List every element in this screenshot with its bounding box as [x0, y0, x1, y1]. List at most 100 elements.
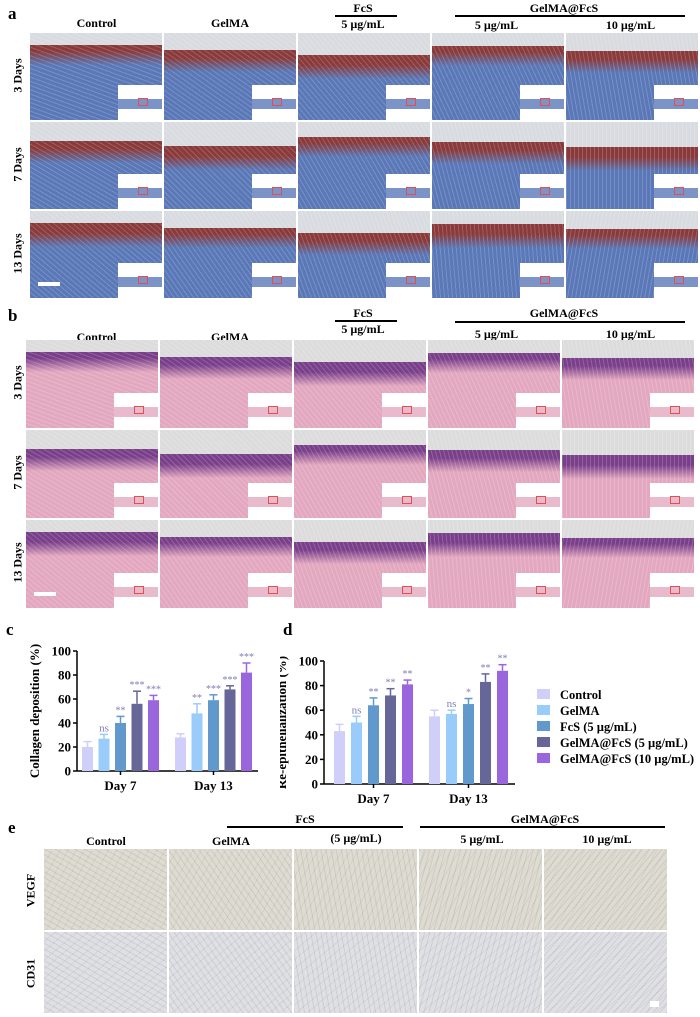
- col-header-gelma-fcs-10: 10 µg/mL: [582, 832, 632, 846]
- bar-gelma-fcs-10-g-ml-: [148, 700, 159, 771]
- overview-inset: [386, 263, 430, 298]
- legend-label: FcS (5 µg/mL): [560, 720, 637, 734]
- row-label-cd31: CD31: [23, 958, 38, 989]
- col-header-gelma-fcs-5: 5 µg/mL: [474, 18, 519, 32]
- histology-image: [160, 340, 292, 428]
- region-of-interest-box: [401, 496, 412, 505]
- region-of-interest-box: [539, 276, 550, 285]
- x-tick-label: Day 13: [449, 791, 488, 806]
- legend-swatch: [537, 753, 550, 763]
- legend-swatch: [537, 737, 550, 747]
- x-tick-label: Day 7: [104, 778, 137, 793]
- overview-inset: [386, 174, 430, 209]
- legend-label: GelMA@FcS (5 µg/mL): [560, 736, 688, 750]
- histology-image: [432, 122, 564, 209]
- row-label-13-days: 13 Days: [10, 233, 25, 274]
- significance-label: **: [481, 663, 491, 674]
- significance-label: **: [403, 669, 413, 680]
- histology-image: [432, 33, 564, 120]
- group-line-gelma-fcs: [455, 321, 685, 323]
- y-tick-label: 20: [58, 740, 71, 755]
- region-of-interest-box: [535, 586, 546, 595]
- region-of-interest-box: [405, 276, 416, 285]
- region-of-interest-box: [133, 586, 144, 595]
- panel-letter-b: b: [8, 306, 18, 325]
- bar-gelma-fcs-10-g-ml-: [402, 684, 413, 784]
- y-tick-label: 60: [305, 703, 318, 718]
- histology-image: [26, 430, 158, 518]
- scale-bar: [650, 1001, 659, 1007]
- significance-label: **: [369, 687, 379, 698]
- significance-label: ***: [223, 675, 238, 686]
- row-label-7-days: 7 Days: [10, 147, 25, 182]
- scale-bar: [34, 592, 56, 596]
- histology-image: [164, 211, 296, 298]
- overview-inset: [650, 483, 694, 518]
- region-of-interest-box: [405, 187, 416, 196]
- group-line-fcs: [300, 826, 403, 828]
- bar-gelma: [351, 722, 362, 784]
- ihc-image: [419, 849, 542, 930]
- overview-inset: [252, 174, 296, 209]
- group-line-gelma-fcs: [420, 826, 665, 828]
- region-of-interest-box: [271, 276, 282, 285]
- region-of-interest-box: [137, 98, 148, 107]
- overview-inset: [114, 393, 158, 428]
- region-of-interest-box: [669, 586, 680, 595]
- chart-d-re-epithelialization: Re-epithelialization (%) 0 20 40 60 80 100 Day …: [280, 654, 694, 807]
- chart-c-collagen-deposition: Collagen deposition (%) 0 20 40 60 80 100 Day 7…: [27, 644, 258, 793]
- overview-inset: [382, 393, 426, 428]
- group-header-fcs: FcS: [295, 812, 315, 826]
- overview-inset: [114, 573, 158, 608]
- group-header-gelma-fcs: GelMA@FcS: [529, 1, 599, 15]
- histology-image: [26, 520, 158, 608]
- bar-gelma: [446, 713, 457, 784]
- group-line-fcs-left: [227, 826, 302, 828]
- bar-gelma: [98, 738, 110, 771]
- histology-image: [562, 340, 694, 428]
- histology-image: [562, 520, 694, 608]
- y-axis-label: Re-epithelialization (%): [280, 656, 289, 789]
- row-label-7-days: 7 Days: [10, 455, 25, 490]
- col-header-gelma-fcs-10: 10 µg/mL: [605, 18, 656, 32]
- histology-image: [30, 33, 162, 120]
- region-of-interest-box: [137, 276, 148, 285]
- region-of-interest-box: [405, 98, 416, 107]
- y-tick-label: 60: [58, 692, 71, 707]
- overview-inset: [252, 263, 296, 298]
- ihc-image: [294, 849, 417, 930]
- col-header-gelma: GelMA: [211, 16, 249, 30]
- overview-inset: [654, 85, 698, 120]
- y-tick-label: 100: [299, 654, 319, 669]
- histology-image: [164, 33, 296, 120]
- significance-label: ns: [352, 704, 362, 716]
- y-tick-label: 100: [52, 644, 72, 659]
- panel-letter-a: a: [8, 4, 17, 23]
- region-of-interest-box: [267, 586, 278, 595]
- y-tick-label: 40: [305, 727, 318, 742]
- row-label-3-days: 3 Days: [10, 58, 25, 93]
- bar-control: [82, 747, 93, 771]
- region-of-interest-box: [401, 406, 412, 415]
- region-of-interest-box: [133, 406, 144, 415]
- region-of-interest-box: [535, 406, 546, 415]
- overview-inset: [248, 393, 292, 428]
- x-tick-label: Day 7: [357, 791, 390, 806]
- overview-inset: [654, 263, 698, 298]
- col-header-fcs-5: 5 µg/mL: [341, 17, 385, 31]
- overview-inset: [382, 483, 426, 518]
- panel-letter-e: e: [8, 818, 16, 837]
- histology-image: [428, 340, 560, 428]
- region-of-interest-box: [669, 496, 680, 505]
- group-header-fcs: FcS: [353, 1, 373, 15]
- y-tick-label: 20: [305, 752, 318, 767]
- overview-inset: [516, 573, 560, 608]
- legend-label: GelMA@FcS (10 µg/mL): [560, 752, 694, 766]
- bar-control: [429, 716, 440, 784]
- region-of-interest-box: [401, 586, 412, 595]
- significance-label: **: [498, 654, 508, 665]
- x-tick-label: Day 13: [194, 778, 233, 793]
- panel-letter-c: c: [6, 620, 14, 639]
- bar-gelma-fcs-5-g-ml-: [480, 681, 491, 784]
- overview-inset: [252, 85, 296, 120]
